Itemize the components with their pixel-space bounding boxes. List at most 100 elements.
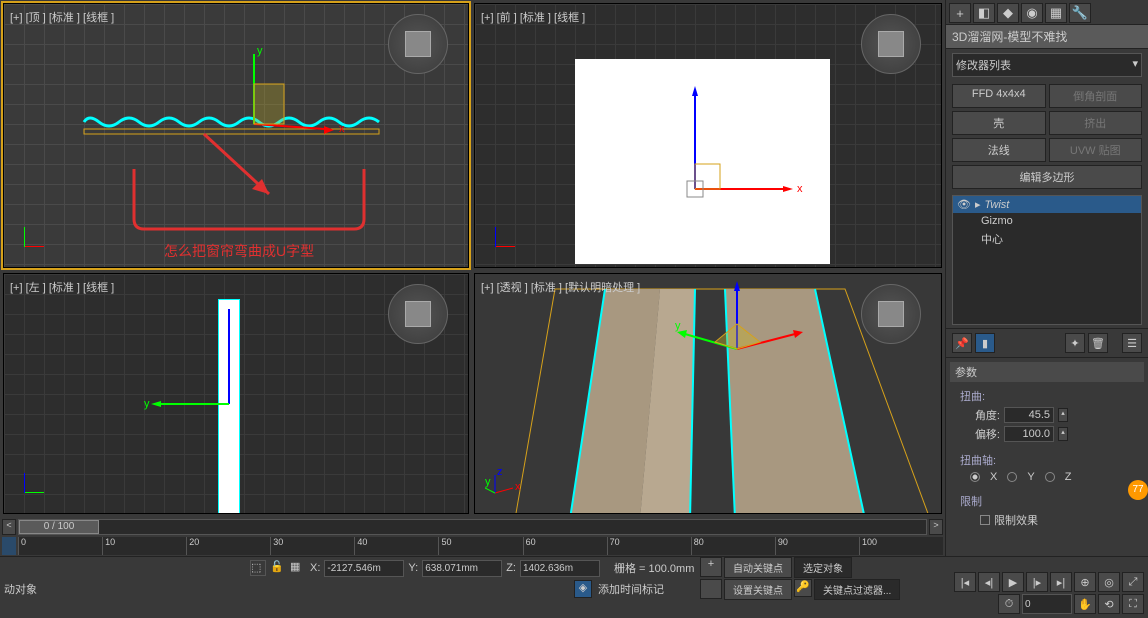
playback-controls: |◂ ◂| ▶ |▸ ▸| ⊕ ◎ ⤢ ⏱ ✋ ⟲ ⛶ [944, 572, 1144, 614]
time-tick: 60 [523, 537, 607, 555]
time-ruler[interactable]: 0102030405060708090100 [18, 537, 943, 555]
pin-stack-icon[interactable]: 📌 [952, 333, 972, 353]
chevron-down-icon: ▾ [1132, 57, 1138, 73]
limit-effect-checkbox[interactable] [980, 515, 990, 525]
svg-text:x: x [515, 481, 521, 493]
svg-text:y: y [144, 398, 150, 410]
panel-tabs: + ◧ ◆ ◉ ▦ 🔧 [946, 0, 1148, 25]
command-panel: + ◧ ◆ ◉ ▦ 🔧 3D溜溜网-模型不难找 修改器列表▾ FFD 4x4x4… [945, 0, 1148, 617]
coord-z-input[interactable] [520, 560, 600, 577]
stack-toolbar: 📌 ▮ ✦ 🗑 ☰ [946, 328, 1148, 358]
viewport-top[interactable]: [+] [顶 ] [标准 ] [线框 ] y x 怎么把窗帘弯曲成U字型 [3, 3, 469, 268]
time-tick: 10 [102, 537, 186, 555]
svg-text:x: x [797, 183, 803, 195]
viewport-perspective[interactable]: [+] [透视 ] [标准 ] [默认明暗处理 ] y xyz [474, 273, 942, 514]
viewport-max-icon[interactable]: ⛶ [1122, 594, 1144, 614]
current-frame-input[interactable] [1022, 594, 1072, 614]
timeline: < 0 / 100 > 0102030405060708090100 [0, 517, 945, 555]
spinner-up-icon[interactable]: ▴ [1058, 427, 1068, 441]
viewport-label: [+] [左 ] [标准 ] [线框 ] [10, 279, 114, 295]
play-icon[interactable]: ▶ [1002, 572, 1024, 592]
visibility-icon[interactable]: 👁 [957, 198, 971, 211]
time-tick: 100 [859, 537, 943, 555]
tab-hierarchy[interactable]: ◆ [997, 3, 1019, 23]
key-icon[interactable]: 🔑 [794, 579, 812, 597]
modifier-list-dropdown[interactable]: 修改器列表▾ [952, 53, 1142, 77]
time-tick: 30 [270, 537, 354, 555]
modifier-stack[interactable]: 👁▸ Twist Gizmo 中心 [952, 195, 1142, 325]
add-key-icon[interactable]: + [700, 557, 722, 577]
time-tick: 80 [691, 537, 775, 555]
timeline-next-icon[interactable]: > [929, 519, 943, 535]
axis-y-radio[interactable] [1007, 472, 1017, 482]
angle-spinner[interactable]: 45.5 [1004, 407, 1054, 423]
next-frame-icon[interactable]: |▸ [1026, 572, 1048, 592]
modifier-editpoly[interactable]: 编辑多边形 [952, 165, 1142, 189]
timeline-prev-icon[interactable]: < [2, 519, 16, 535]
time-tick: 0 [18, 537, 102, 555]
time-tag-icon[interactable]: ◈ [574, 580, 592, 598]
viewport-front[interactable]: [+] [前 ] [标准 ] [线框 ] x [474, 3, 942, 268]
goto-end-icon[interactable]: ▸| [1050, 572, 1072, 592]
params-rollout: 参数 扭曲: 角度: 45.5 ▴ 偏移: 100.0 ▴ 扭曲轴: X Y Z… [950, 362, 1144, 537]
tab-utilities[interactable]: 🔧 [1069, 3, 1091, 23]
tab-modify[interactable]: ◧ [973, 3, 995, 23]
stack-item-center[interactable]: 中心 [953, 229, 1141, 249]
key-mode-icon[interactable] [700, 579, 722, 599]
modifier-chamfer[interactable]: 倒角剖面 [1049, 84, 1143, 108]
tab-create[interactable]: + [949, 3, 971, 23]
axis-z-radio[interactable] [1045, 472, 1055, 482]
modifier-uvw[interactable]: UVW 贴图 [1049, 138, 1143, 162]
viewport-nav3-icon[interactable]: ⤢ [1122, 572, 1144, 592]
time-slider[interactable]: 0 / 100 [18, 519, 927, 535]
coord-x-input[interactable] [324, 560, 404, 577]
configure-sets-icon[interactable]: ☰ [1122, 333, 1142, 353]
viewport-nav1-icon[interactable]: ⊕ [1074, 572, 1096, 592]
notification-badge[interactable]: 77 [1128, 480, 1148, 500]
modifier-ffd[interactable]: FFD 4x4x4 [952, 84, 1046, 108]
tab-display[interactable]: ▦ [1045, 3, 1067, 23]
stack-item-gizmo[interactable]: Gizmo [953, 213, 1141, 229]
bias-spinner[interactable]: 100.0 [1004, 426, 1054, 442]
selection-lock-icon[interactable]: ⬚ [250, 560, 266, 576]
modifier-normal[interactable]: 法线 [952, 138, 1046, 162]
viewport-label: [+] [顶 ] [标准 ] [线框 ] [10, 9, 114, 25]
autokey-button[interactable]: 自动关键点 [724, 557, 792, 578]
setkey-button[interactable]: 设置关键点 [724, 579, 792, 600]
viewport-label: [+] [透视 ] [标准 ] [默认明暗处理 ] [481, 279, 640, 295]
svg-text:x: x [339, 123, 345, 135]
time-tick: 40 [354, 537, 438, 555]
modifier-shell[interactable]: 壳 [952, 111, 1046, 135]
absolute-mode-icon[interactable]: ▦ [290, 560, 306, 576]
time-tick: 90 [775, 537, 859, 555]
remove-modifier-icon[interactable]: 🗑 [1088, 333, 1108, 353]
time-config-icon[interactable]: ⏱ [998, 594, 1020, 614]
make-unique-icon[interactable]: ✦ [1065, 333, 1085, 353]
selected-dropdown[interactable]: 选定对象 [794, 557, 852, 578]
left-gizmo: y [4, 274, 468, 513]
show-result-icon[interactable]: ▮ [975, 333, 995, 353]
viewport-label: [+] [前 ] [标准 ] [线框 ] [481, 9, 585, 25]
goto-start-icon[interactable]: |◂ [954, 572, 976, 592]
coord-y-input[interactable] [422, 560, 502, 577]
stack-item-twist[interactable]: 👁▸ Twist [953, 196, 1141, 213]
viewport-left[interactable]: [+] [左 ] [标准 ] [线框 ] y [3, 273, 469, 514]
time-tick: 20 [186, 537, 270, 555]
curve-editor-icon[interactable] [2, 537, 16, 555]
keyfilter-button[interactable]: 关键点过滤器... [814, 579, 900, 600]
prev-frame-icon[interactable]: ◂| [978, 572, 1000, 592]
persp-content: y [475, 274, 941, 513]
svg-text:y: y [485, 476, 491, 488]
axis-x-radio[interactable] [970, 472, 980, 482]
tab-motion[interactable]: ◉ [1021, 3, 1043, 23]
time-tick: 50 [438, 537, 522, 555]
lock-icon[interactable]: 🔓 [270, 560, 286, 576]
viewport-nav2-icon[interactable]: ◎ [1098, 572, 1120, 592]
spinner-up-icon[interactable]: ▴ [1058, 408, 1068, 422]
viewport-orbit-icon[interactable]: ⟲ [1098, 594, 1120, 614]
status-text: 动对象 [4, 581, 37, 597]
status-bar: ⬚ 🔓 ▦ X: Y: Z: 栅格 = 100.0mm 动对象 ◈ 添加时间标记… [0, 556, 1148, 618]
svg-text:怎么把窗帘弯曲成U字型: 怎么把窗帘弯曲成U字型 [164, 243, 314, 259]
modifier-extrude[interactable]: 挤出 [1049, 111, 1143, 135]
viewport-pan-icon[interactable]: ✋ [1074, 594, 1096, 614]
